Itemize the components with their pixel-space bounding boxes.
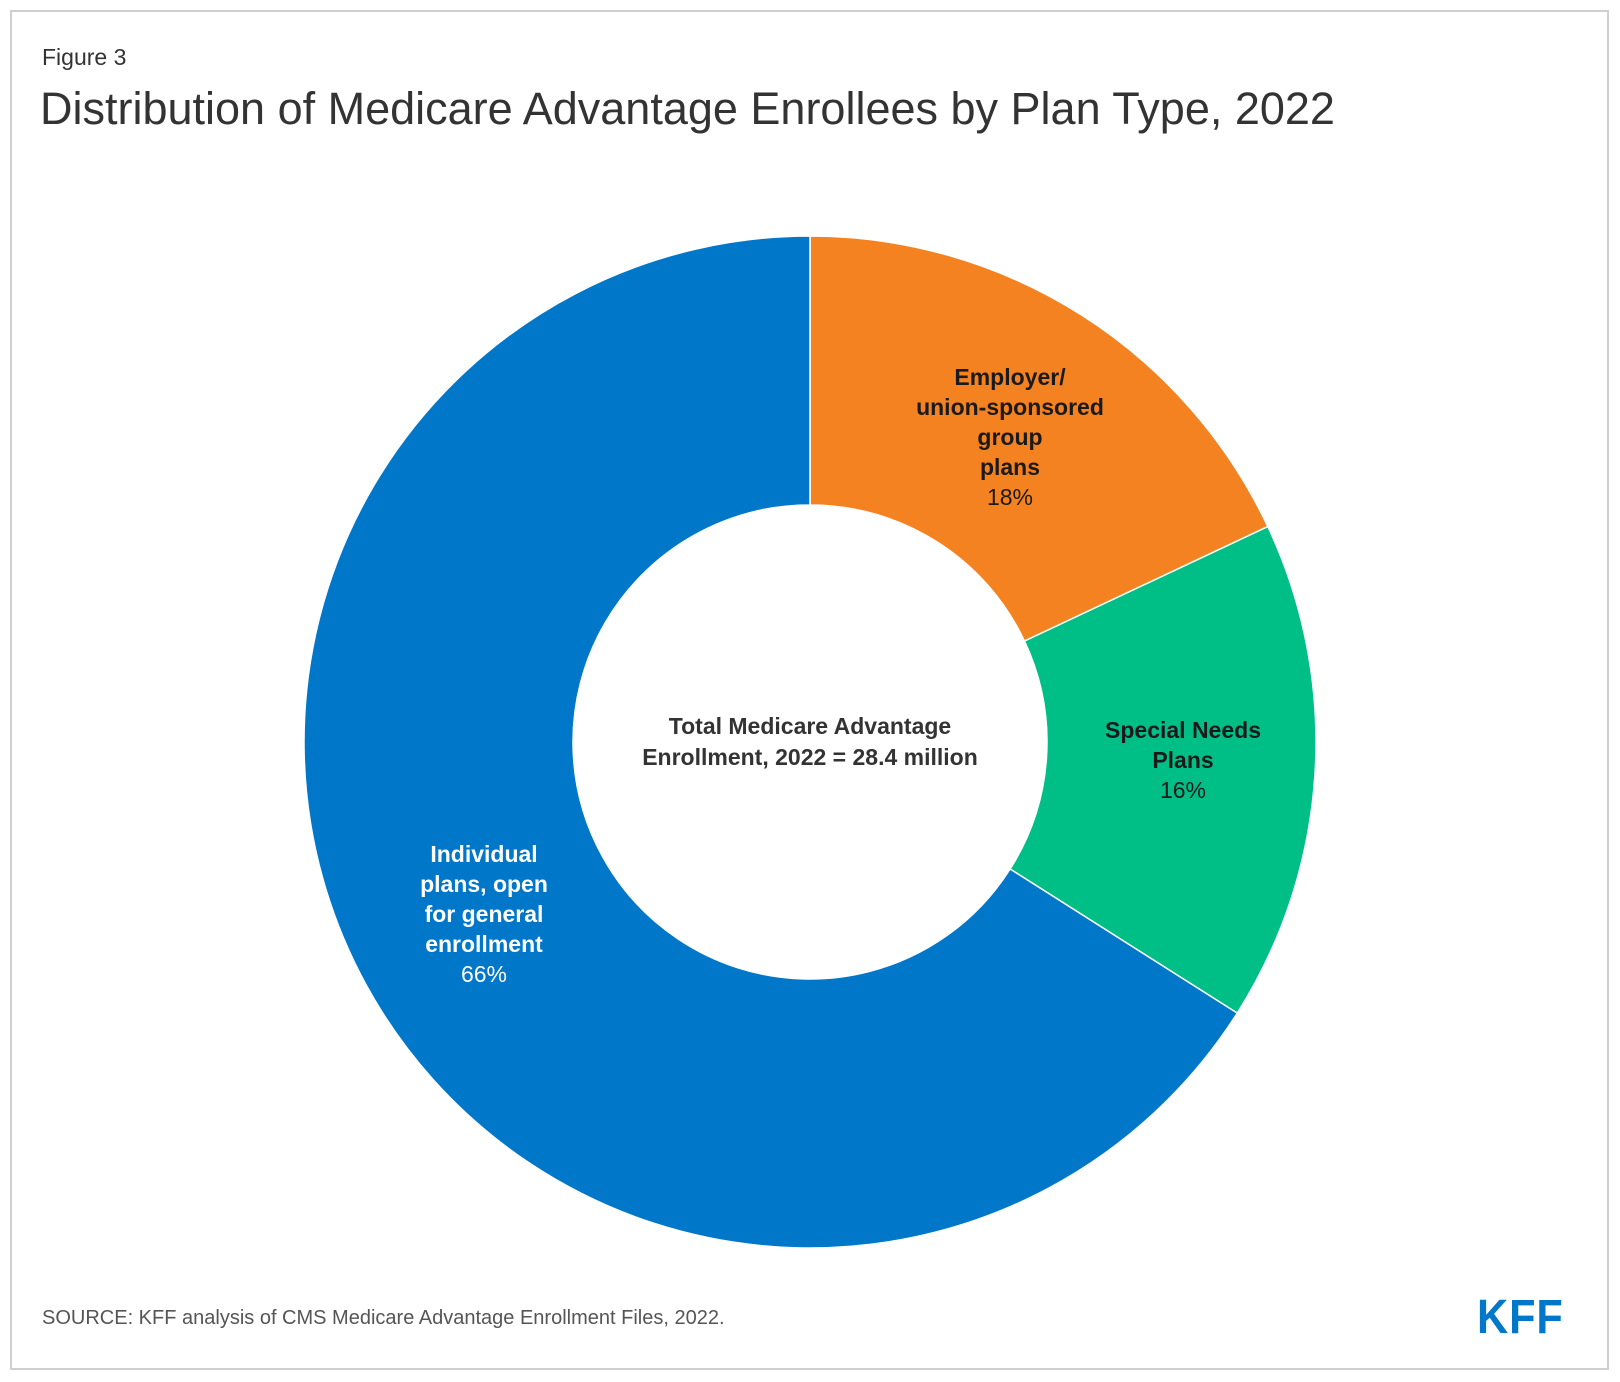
donut-slice-3 — [303, 235, 1239, 1249]
slice-label-line: plans, open — [420, 871, 548, 897]
slice-value-label: 18% — [987, 484, 1033, 510]
figure-label: Figure 3 — [42, 44, 127, 70]
slice-label-line: Special Needs — [1105, 717, 1261, 743]
slice-label-line: plans — [980, 454, 1040, 480]
slice-label-line: Plans — [1152, 747, 1213, 773]
slice-label-2: Special Needs Plans 16% — [1105, 717, 1261, 803]
slice-label-1: Employer/union-sponsored group plans 18% — [916, 364, 1104, 510]
kff-logo: KFF — [1477, 1291, 1564, 1344]
slice-value-label: 16% — [1160, 777, 1206, 803]
source-note: SOURCE: KFF analysis of CMS Medicare Adv… — [42, 1307, 725, 1329]
center-total-label: Total Medicare Advantage Enrollment, 2022… — [642, 713, 978, 770]
center-label-line: Enrollment, 2022 = 28.4 million — [642, 744, 978, 770]
slice-label-line: Individual — [430, 841, 537, 867]
donut-slice-1 — [809, 235, 1269, 643]
chart-title: Distribution of Medicare Advantage Enrol… — [40, 83, 1335, 134]
slice-label-line: group — [977, 424, 1042, 450]
donut-slice-2 — [1009, 525, 1317, 1015]
slice-value-label: 66% — [461, 961, 507, 987]
center-label-line: Total Medicare Advantage — [669, 713, 951, 739]
slice-label-line: for general — [425, 901, 544, 927]
slice-label-3: Individual plans, open for general enrollme… — [420, 841, 548, 987]
slice-label-line: union-sponsored — [916, 394, 1104, 420]
slice-label-line: enrollment — [425, 931, 543, 957]
slice-label-line: Employer/ — [954, 364, 1066, 390]
